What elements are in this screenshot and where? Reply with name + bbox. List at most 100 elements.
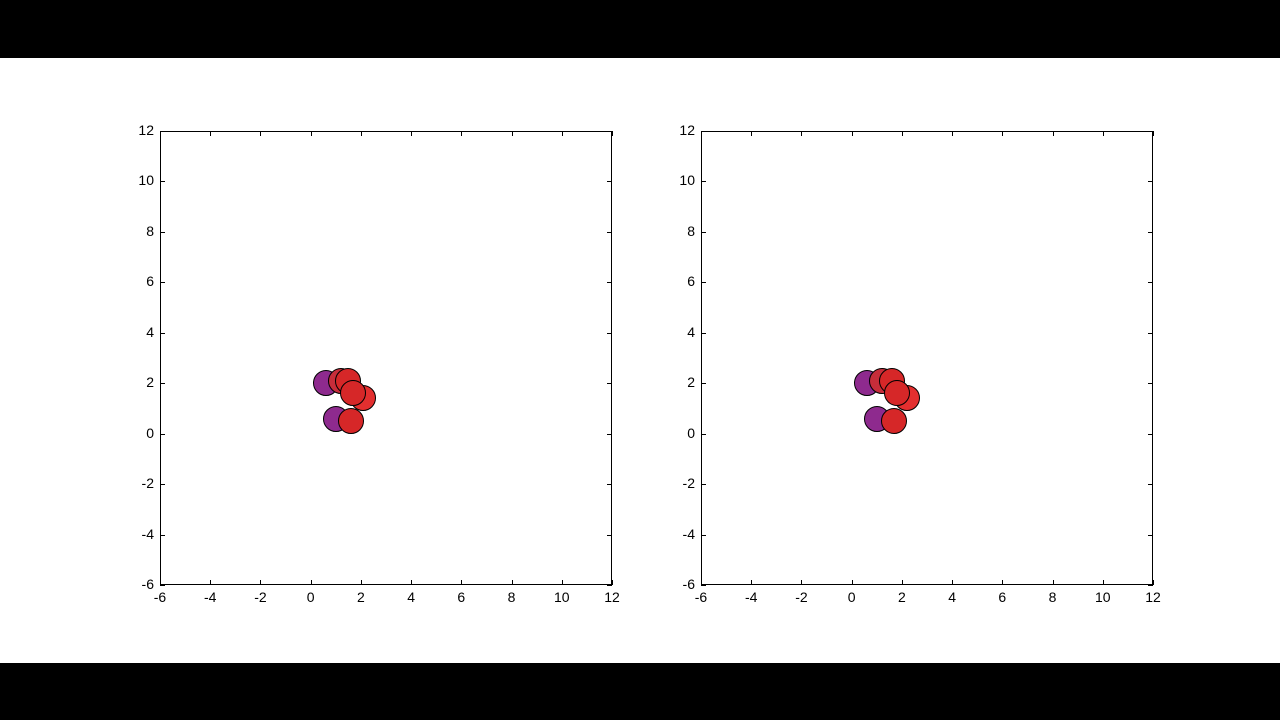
plot-right-xtick-mark-top [852,131,853,136]
plot-left-ytick-mark [160,484,165,485]
plot-right-xtick-mark [751,580,752,585]
plot-left-xtick-mark-top [361,131,362,136]
plot-left-xtick-mark-top [411,131,412,136]
plot-right-xtick-mark [1103,580,1104,585]
plot-right-xtick-mark-top [902,131,903,136]
plot-right-ytick-mark-right [1148,181,1153,182]
plot-right-ytick-mark [701,383,706,384]
plot-left-ytick-mark-right [607,585,612,586]
plot-right-ytick-mark-right [1148,585,1153,586]
plot-left-ytick-mark [160,181,165,182]
plot-left-ytick-mark-right [607,282,612,283]
plot-left-xtick-mark [361,580,362,585]
plot-right-xtick-label: 2 [887,589,917,605]
plot-left-xtick-label: -2 [245,589,275,605]
plot-right-xtick-mark [952,580,953,585]
plot-right-ytick-label: 10 [665,172,695,188]
plot-right-ytick-mark [701,585,706,586]
plot-left-ytick-label: 2 [124,374,154,390]
plot-right-xtick-mark-top [1002,131,1003,136]
plot-right-ytick-mark [701,535,706,536]
plot-right-xtick-label: -4 [736,589,766,605]
plot-right-marker [884,380,910,406]
plot-left-ytick-label: 10 [124,172,154,188]
plot-right-ytick-mark [701,232,706,233]
plot-right-ytick-mark [701,434,706,435]
plot-left-ytick-mark [160,585,165,586]
plot-left-ytick-mark [160,434,165,435]
plot-right-ytick-label: -4 [665,526,695,542]
plot-left-xtick-label: 6 [446,589,476,605]
plot-left-xtick-label: 2 [346,589,376,605]
plot-left-xtick-label: 12 [597,589,627,605]
plot-left-ytick-label: 6 [124,273,154,289]
plot-right-xtick-label: -2 [786,589,816,605]
plot-left-xtick-mark [512,580,513,585]
plot-left-xtick-label: -4 [195,589,225,605]
plot-right-xtick-label: 0 [837,589,867,605]
plot-left-xtick-mark [160,580,161,585]
plot-right-ytick-label: 12 [665,122,695,138]
plot-left-xtick-label: 4 [396,589,426,605]
plot-right-xtick-mark [701,580,702,585]
plot-right-ytick-label: 8 [665,223,695,239]
plot-right-xtick-mark-top [952,131,953,136]
plot-right-xtick-label: -6 [686,589,716,605]
plot-left-xtick-mark-top [512,131,513,136]
plot-right-ytick-mark-right [1148,333,1153,334]
plot-left-ytick-label: 8 [124,223,154,239]
plot-left-marker [338,408,364,434]
plot-left-ytick-label: -4 [124,526,154,542]
plot-left-xtick-mark-top [210,131,211,136]
plot-right-xtick-label: 10 [1088,589,1118,605]
plot-left-ytick-label: 0 [124,425,154,441]
plot-left-xtick-mark-top [612,131,613,136]
plot-right-xtick-mark [852,580,853,585]
plot-left-xtick-label: 0 [296,589,326,605]
plot-right-ytick-mark-right [1148,383,1153,384]
plot-right-ytick-label: 4 [665,324,695,340]
plot-left-xtick-label: -6 [145,589,175,605]
plot-right-xtick-label: 12 [1138,589,1168,605]
plot-right-border [701,131,1153,585]
plot-right-ytick-mark-right [1148,434,1153,435]
plot-right-xtick-mark-top [1153,131,1154,136]
plot-left-xtick-mark [562,580,563,585]
plot-right-xtick-mark-top [801,131,802,136]
plot-right-xtick-label: 8 [1038,589,1068,605]
plot-left-xtick-mark-top [160,131,161,136]
plot-right-ytick-mark-right [1148,535,1153,536]
plot-right-xtick-mark [801,580,802,585]
plot-left-ytick-label: 4 [124,324,154,340]
plot-left-ytick-mark-right [607,484,612,485]
plot-right-xtick-label: 4 [937,589,967,605]
plot-right-xtick-mark [1153,580,1154,585]
plot-left-xtick-mark [411,580,412,585]
plot-left-ytick-mark [160,333,165,334]
plot-right-ytick-label: 2 [665,374,695,390]
plot-right-xtick-label: 6 [987,589,1017,605]
plot-left-ytick-mark [160,535,165,536]
plot-right-marker [881,408,907,434]
plot-left-xtick-mark-top [562,131,563,136]
plot-left-xtick-label: 8 [497,589,527,605]
plot-right-xtick-mark-top [701,131,702,136]
plot-right-ytick-mark [701,333,706,334]
plot-left-xtick-mark-top [461,131,462,136]
plot-left-ytick-mark [160,383,165,384]
plot-left-ytick-label: -2 [124,475,154,491]
plot-right-xtick-mark-top [1103,131,1104,136]
plot-left-xtick-mark [612,580,613,585]
plot-left-ytick-mark-right [607,333,612,334]
plot-left-marker [340,380,366,406]
plot-right-xtick-mark [1002,580,1003,585]
plot-left-ytick-mark [160,282,165,283]
plot-right-xtick-mark [1053,580,1054,585]
plot-left-xtick-mark [311,580,312,585]
plot-right-ytick-mark-right [1148,484,1153,485]
plot-left-ytick-mark-right [607,383,612,384]
plot-right-ytick-label: -2 [665,475,695,491]
plot-right-ytick-mark-right [1148,282,1153,283]
plot-right-xtick-mark [902,580,903,585]
plot-right-ytick-mark [701,484,706,485]
